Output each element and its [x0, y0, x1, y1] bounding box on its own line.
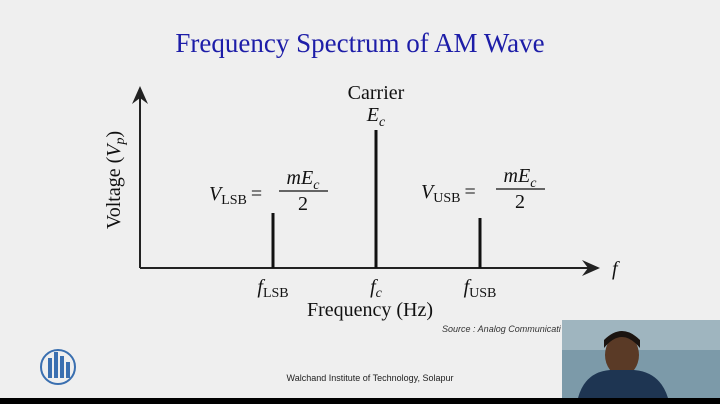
x-axis-label: Frequency (Hz) — [307, 299, 433, 321]
presenter-video — [562, 320, 720, 398]
logo — [40, 349, 76, 385]
lsb-numerator: mEc — [287, 167, 321, 193]
usb-numerator: mEc — [504, 165, 538, 191]
usb-mE: mE — [504, 165, 531, 187]
x-tick-symbol: f — [257, 276, 265, 298]
usb-formula: VUSB = — [421, 181, 476, 206]
carrier-sub: c — [379, 115, 386, 130]
lsb-V: V — [209, 183, 224, 205]
y-axis-label: Voltage (Vp) — [103, 131, 128, 229]
y-label-close: ) — [103, 131, 125, 138]
x-tick-symbol: f — [370, 276, 378, 298]
x-axis-symbol: f — [612, 258, 620, 280]
carrier-label: Carrier — [348, 82, 405, 104]
lsb-sub: LSB — [221, 193, 247, 208]
usb-V: V — [421, 181, 436, 203]
carrier-symbol: Ec — [366, 104, 386, 130]
x-tick-label: fLSB — [257, 276, 288, 301]
x-tick-subscript: LSB — [263, 286, 289, 301]
x-tick-label: fc — [370, 276, 383, 301]
lsb-c: c — [313, 178, 320, 193]
lsb-eq: = — [251, 183, 262, 205]
usb-eq: = — [464, 181, 475, 203]
slide-title: Frequency Spectrum of AM Wave — [175, 28, 544, 58]
lsb-formula: VLSB = — [209, 183, 262, 208]
footer-text: Walchand Institute of Technology, Solapu… — [287, 373, 454, 383]
y-label-word: Voltage ( — [103, 156, 125, 229]
usb-sub: USB — [433, 191, 460, 206]
x-tick-subscript: USB — [469, 286, 496, 301]
x-tick-subscript: c — [376, 286, 383, 301]
carrier-E: E — [366, 104, 379, 126]
y-label-symbol: V — [103, 142, 125, 157]
x-tick-labels: fLSB fc fUSB — [257, 276, 496, 301]
lsb-mE: mE — [287, 167, 314, 189]
usb-denominator: 2 — [515, 191, 525, 213]
x-tick-label: fUSB — [464, 276, 497, 301]
usb-c: c — [530, 176, 537, 191]
bottom-bar — [0, 398, 720, 404]
x-tick-symbol: f — [464, 276, 472, 298]
source-note: Source : Analog Communicati — [442, 324, 562, 334]
lsb-denominator: 2 — [298, 193, 308, 215]
y-label-subscript: p — [113, 138, 128, 146]
